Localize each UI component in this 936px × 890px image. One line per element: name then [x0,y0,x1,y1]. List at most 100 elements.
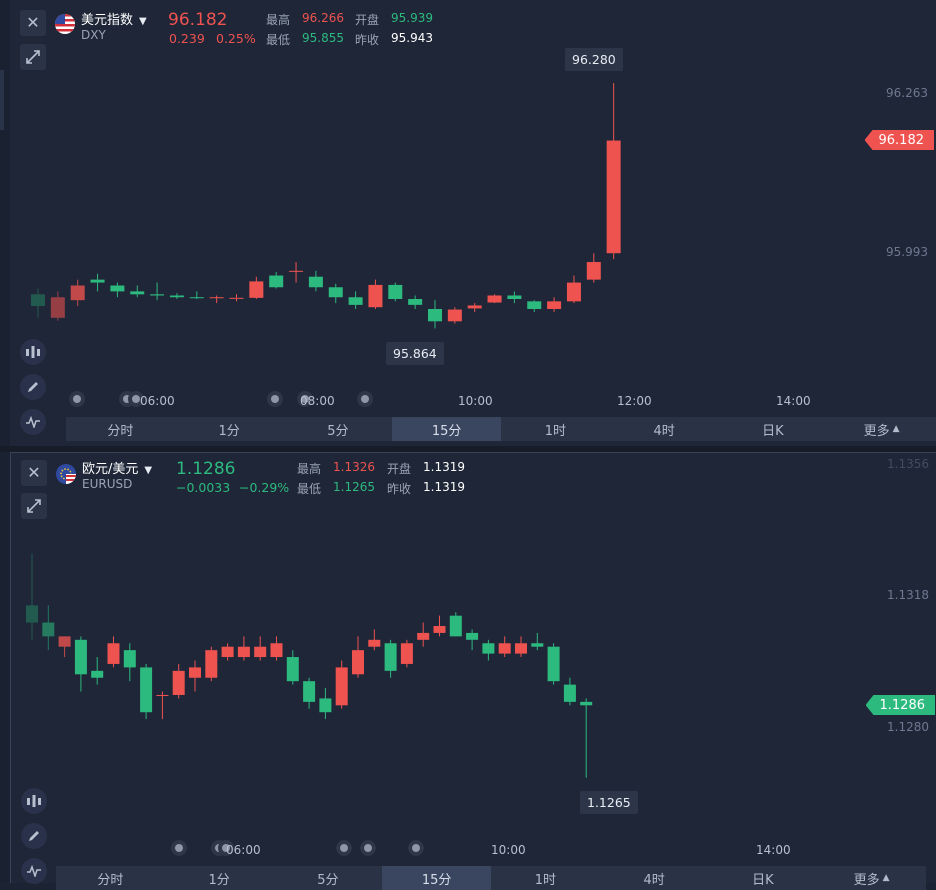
candle[interactable] [58,636,71,658]
candle[interactable] [531,632,544,651]
timeframe-tab[interactable]: 1分 [208,872,230,888]
timeframe-tab[interactable]: 1时 [544,423,567,439]
timeframe-tab[interactable]: 5分 [317,872,339,888]
candle[interactable] [74,636,87,692]
candle[interactable] [31,288,45,318]
candle[interactable] [140,663,153,720]
eurusd-candlestick-chart[interactable] [11,453,936,843]
timeframe-tab[interactable]: 1时 [534,872,557,888]
candle[interactable] [449,612,462,637]
timeframe-tab-active[interactable]: 15分 [382,866,491,890]
event-marker[interactable] [360,840,376,856]
timeframe-tab[interactable]: 1分 [218,423,240,439]
candle[interactable] [466,629,479,651]
panel-divider[interactable] [0,446,936,452]
timeframe-tab[interactable]: 4时 [653,423,675,439]
event-marker[interactable] [336,840,352,856]
candle[interactable] [107,636,120,668]
candle[interactable] [328,283,343,304]
expand-panel-button[interactable] [21,493,47,519]
candle[interactable] [286,650,299,685]
event-marker[interactable] [267,391,283,407]
candle[interactable] [417,622,430,647]
close-panel-button[interactable]: ✕ [21,460,47,486]
scroll-indicator[interactable] [0,70,4,130]
candle[interactable] [205,646,218,682]
draw-tool-button[interactable] [21,823,47,849]
candle[interactable] [400,639,413,668]
candle[interactable] [563,677,576,706]
candle[interactable] [110,282,125,298]
event-marker[interactable] [408,840,424,856]
timeframe-tab-active[interactable]: 15分 [392,417,501,441]
candle[interactable] [586,253,601,283]
candle[interactable] [50,291,65,321]
candle[interactable] [482,639,495,661]
more-timeframes-button[interactable]: 更多 ▲ [817,866,926,890]
candle[interactable] [172,663,185,699]
event-marker[interactable] [69,391,85,407]
draw-tool-button[interactable] [20,374,46,400]
candle[interactable] [254,636,267,661]
candle[interactable] [368,629,381,651]
timeframe-tab[interactable]: 日K [762,423,784,439]
candle[interactable] [319,688,332,720]
candle[interactable] [189,660,201,692]
candle[interactable] [348,291,363,309]
indicator-button[interactable] [21,788,47,814]
candle[interactable] [368,279,383,309]
timeframe-tab[interactable]: 分时 [107,423,134,439]
more-timeframes-button[interactable]: 更多 ▲ [827,417,936,441]
candle[interactable] [507,291,522,304]
event-marker[interactable] [218,840,234,856]
candle[interactable] [189,291,204,300]
candle[interactable] [308,270,323,292]
candle[interactable] [388,282,403,302]
candle[interactable] [42,605,55,651]
candle[interactable] [428,300,442,329]
timeframe-tab[interactable]: 4时 [643,872,665,888]
candle[interactable] [408,295,423,309]
dxy-candlestick-chart[interactable] [10,0,936,400]
candle[interactable] [249,276,264,300]
candle[interactable] [498,636,511,658]
candle[interactable] [91,657,104,685]
candle[interactable] [289,262,304,283]
candle[interactable] [447,307,462,324]
candle[interactable] [169,293,184,300]
timeframe-tab[interactable]: 5分 [327,423,349,439]
candle[interactable] [229,294,244,302]
candle[interactable] [26,553,38,640]
candle[interactable] [156,691,169,720]
candle[interactable] [221,643,234,661]
chart-type-button[interactable] [21,858,47,884]
candle[interactable] [209,295,224,304]
expand-panel-button[interactable] [20,44,46,70]
event-marker[interactable] [357,391,373,407]
candle[interactable] [352,636,364,678]
symbol-selector[interactable]: 美元指数 ▼ [81,9,147,28]
candle[interactable] [547,643,560,685]
timeframe-tab[interactable]: 日K [752,872,774,888]
event-marker[interactable] [128,391,144,407]
candle[interactable] [70,279,85,307]
indicator-button[interactable] [20,339,46,365]
candle[interactable] [269,272,284,289]
candle[interactable] [335,660,348,709]
candle[interactable] [606,83,621,260]
symbol-selector[interactable]: 欧元/美元 ▼ [82,458,152,477]
candle[interactable] [580,698,593,778]
candle[interactable] [467,303,482,312]
candle[interactable] [515,636,527,658]
candle[interactable] [123,643,136,682]
candle[interactable] [270,636,283,661]
candle[interactable] [303,677,316,709]
candle[interactable] [566,275,581,304]
candle[interactable] [237,636,250,661]
candle[interactable] [150,282,165,301]
candle[interactable] [547,297,562,312]
candle[interactable] [527,300,542,312]
event-marker[interactable] [297,391,313,407]
event-marker[interactable] [171,840,187,856]
candle[interactable] [487,294,502,304]
